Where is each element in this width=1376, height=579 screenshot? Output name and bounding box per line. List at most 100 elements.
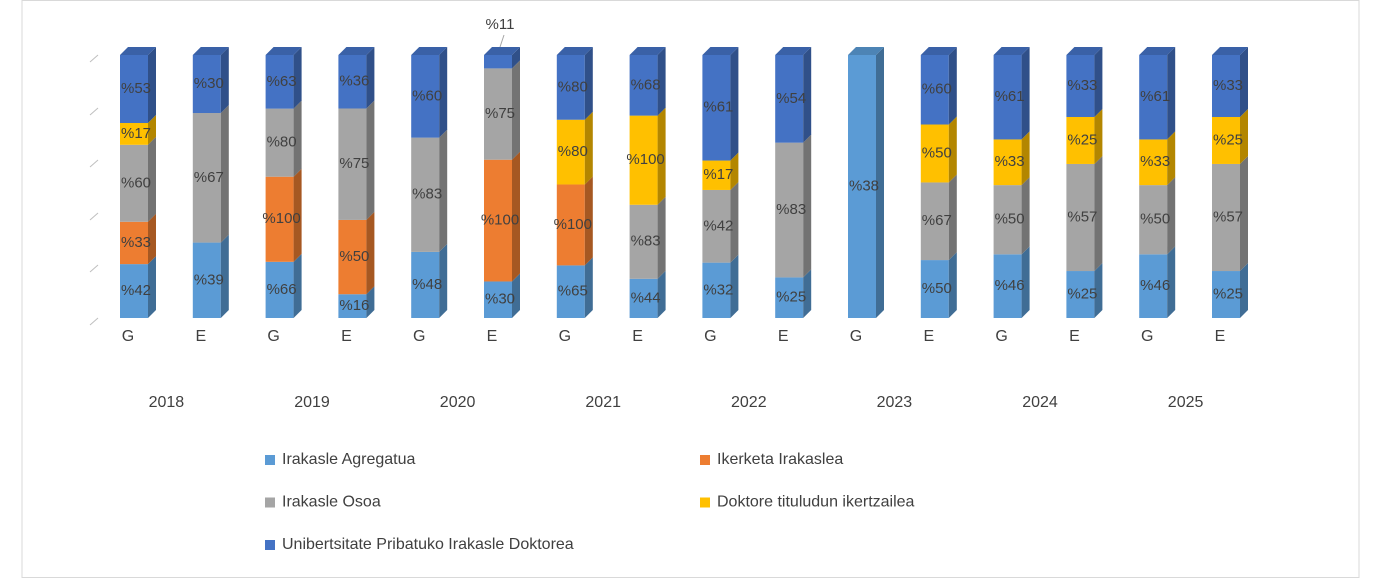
- bar-segment-side: [439, 129, 448, 252]
- bar-segment: [556, 55, 585, 120]
- legend-label: Ikerketa Irakaslea: [717, 451, 843, 468]
- x-tick-label: E: [487, 328, 498, 345]
- bar-top: [629, 47, 666, 55]
- x-tick-label: G: [122, 328, 134, 345]
- data-label: %60: [412, 87, 442, 104]
- bar-segment-side: [366, 47, 375, 109]
- bar-segment-side: [220, 234, 229, 318]
- bar-segment-side: [948, 174, 957, 261]
- bar-segment: [556, 265, 585, 318]
- bar-segment: [120, 122, 148, 145]
- bar-segment-side: [1167, 246, 1176, 318]
- bar-top: [120, 47, 156, 55]
- bar-top: [265, 47, 302, 55]
- bar-segment-side: [657, 47, 666, 116]
- bar-segment-side: [512, 47, 520, 69]
- bar-segment: [120, 144, 148, 222]
- bar-segment-side: [1240, 108, 1248, 164]
- data-label: %25: [1213, 285, 1243, 302]
- bar-top: [1212, 47, 1248, 55]
- bar-segment: [775, 55, 804, 143]
- bar-top: [1066, 47, 1103, 55]
- bar-segment: [702, 262, 731, 318]
- data-label: %33: [121, 234, 151, 251]
- bar-segment: [993, 55, 1022, 140]
- data-label: %17: [703, 166, 733, 183]
- bar-top: [411, 47, 448, 55]
- x-tick-label: E: [1215, 328, 1226, 345]
- bar-top: [556, 47, 593, 55]
- x-tick-label: G: [1141, 328, 1153, 345]
- data-label: %67: [922, 212, 952, 229]
- data-label: %46: [995, 277, 1025, 294]
- bar-segment: [265, 261, 294, 318]
- legend-label: Irakasle Agregatua: [282, 451, 416, 468]
- data-label: %42: [703, 217, 733, 234]
- x-tick-label: G: [267, 328, 279, 345]
- bar-segment: [702, 160, 731, 190]
- bar-segment-side: [220, 47, 229, 114]
- data-label: %46: [1140, 277, 1170, 294]
- axis-decor: [89, 54, 99, 326]
- bar-segment: [1212, 271, 1240, 318]
- bar-top: [338, 47, 375, 55]
- bar-segment-side: [148, 114, 156, 145]
- bar-segment: [120, 55, 148, 123]
- data-label: %50: [1140, 211, 1170, 228]
- bar-segment-side: [1167, 131, 1176, 186]
- data-label: %30: [194, 75, 224, 92]
- x-group-label: 2023: [877, 394, 913, 411]
- data-label: %50: [995, 211, 1025, 228]
- bar-segment: [1066, 116, 1095, 164]
- bar-segment: [993, 139, 1022, 186]
- data-label: %33: [1213, 77, 1243, 94]
- data-label: %61: [703, 99, 733, 116]
- data-label: %61: [995, 88, 1025, 105]
- bar-segment-side: [657, 107, 666, 205]
- data-label: %65: [558, 283, 588, 300]
- bar-segment-side: [293, 253, 302, 318]
- legend-swatch: [700, 497, 710, 508]
- bar-segment-side: [584, 176, 593, 266]
- data-label: %60: [922, 81, 952, 98]
- bar-segment-side: [584, 47, 593, 120]
- bar-segment-side: [1240, 155, 1248, 272]
- bar-segment: [265, 176, 294, 262]
- bar-top: [702, 47, 739, 55]
- data-label: %42: [121, 282, 151, 299]
- bar-segment-side: [1021, 177, 1030, 255]
- data-label: %25: [1067, 285, 1097, 302]
- bar-segment: [920, 182, 949, 261]
- bar-segment: [629, 204, 658, 279]
- bar-segment: [1066, 163, 1095, 272]
- bar-segment: [484, 55, 512, 69]
- x-group-label: 2025: [1168, 394, 1204, 411]
- bar-segment-side: [803, 269, 812, 318]
- bar-segment-side: [366, 286, 375, 318]
- bar-segment: [702, 55, 731, 161]
- data-label: %17: [121, 125, 151, 142]
- bar-segment: [484, 159, 512, 282]
- bar-segment-side: [657, 270, 666, 318]
- bar-segment-side: [803, 47, 812, 143]
- bar-segment: [920, 260, 949, 318]
- bar-segment: [338, 219, 367, 295]
- bar-segment-side: [730, 47, 739, 161]
- data-label: %68: [631, 76, 661, 93]
- x-tick-label: G: [413, 328, 425, 345]
- bar-segment-side: [948, 252, 957, 318]
- data-label: %75: [485, 105, 515, 122]
- bar-top: [920, 47, 957, 55]
- bar-segment: [1139, 254, 1168, 318]
- x-tick-label: E: [923, 328, 934, 345]
- data-label: %63: [267, 73, 297, 90]
- bar-segment: [265, 108, 294, 177]
- bar-top: [848, 47, 884, 55]
- data-label: %67: [194, 169, 224, 186]
- data-label: %80: [267, 134, 297, 151]
- legend-swatch: [700, 455, 710, 465]
- bar-segment: [1212, 55, 1240, 117]
- bar-segment-side: [512, 60, 520, 160]
- bar-segment-side: [1094, 155, 1103, 272]
